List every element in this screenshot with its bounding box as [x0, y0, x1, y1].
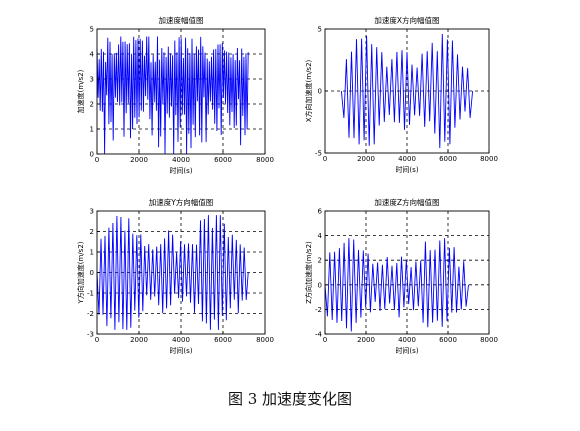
x-tick-label: 6000: [439, 336, 457, 344]
y-tick-label: -1: [87, 290, 94, 298]
data-series-line-1: [324, 238, 469, 332]
x-tick-label: 6000: [439, 155, 457, 163]
x-tick-label: 0: [95, 156, 99, 164]
x-tick-label: 4000: [398, 336, 416, 344]
y-tick-label: 0: [90, 269, 94, 277]
chart-panel-3: 0 2000 4000 6000 8000 -3 -2 -1 0 1 2 3 加速度Y方向幅值图时间(s…: [76, 197, 274, 355]
y-axis-label: 加速度(m/s2): [76, 69, 85, 113]
y-tick-label: 2: [90, 228, 94, 236]
y-tick-label: 0: [90, 151, 94, 159]
x-tick-label: 8000: [480, 155, 498, 163]
y-tick-label: -3: [87, 331, 94, 339]
y-tick-label: 2: [90, 101, 94, 109]
y-tick-label: 6: [318, 208, 323, 216]
chart-title: 加速度X方向幅值图: [374, 15, 439, 25]
y-tick-label: 4: [90, 51, 95, 59]
x-tick-label: 0: [95, 336, 99, 344]
y-tick-label: -5: [315, 150, 322, 158]
x-axis-label: 时间(s): [395, 165, 418, 174]
x-tick-label: 2000: [357, 336, 375, 344]
data-series-line-1: [96, 215, 249, 330]
chart-title: 加速度Z方向幅值图: [374, 197, 439, 207]
y-tick-label: -4: [315, 331, 323, 339]
y-axis-label: Z方向加速度(m/s2): [304, 241, 313, 304]
x-axis-label: 时间(s): [395, 346, 418, 355]
y-tick-label: 5: [90, 26, 94, 34]
x-tick-label: 4000: [172, 336, 190, 344]
x-axis-label: 时间(s): [169, 166, 192, 175]
y-tick-label: -2: [87, 310, 94, 318]
data-series-line-1: [96, 36, 249, 155]
x-tick-label: 8000: [480, 336, 498, 344]
x-tick-label: 8000: [256, 336, 274, 344]
y-tick-label: 2: [318, 257, 322, 265]
x-tick-label: 2000: [130, 336, 148, 344]
x-tick-label: 2000: [130, 156, 148, 164]
x-tick-label: 8000: [256, 156, 274, 164]
y-tick-label: 1: [90, 126, 94, 134]
x-tick-label: 4000: [398, 155, 416, 163]
y-tick-label: 5: [318, 26, 322, 34]
x-tick-label: 0: [323, 155, 327, 163]
y-tick-label: 3: [90, 208, 94, 216]
y-axis-label: Y方向加速度(m/s2): [76, 241, 85, 304]
figure-caption: 图 3 加速度变化图: [227, 390, 353, 408]
chart-panel-2: 0 2000 4000 6000 8000-505加速度X方向幅值图时间(s)X方向加速…: [304, 15, 498, 174]
y-tick-label: 1: [90, 249, 94, 257]
x-tick-label: 6000: [214, 156, 232, 164]
y-axis-label: X方向加速度(m/s2): [304, 59, 313, 122]
x-tick-label: 2000: [357, 155, 375, 163]
y-tick-label: 4: [318, 232, 323, 240]
chart-title: 加速度幅值图: [159, 15, 204, 25]
y-tick-label: 3: [90, 76, 94, 84]
chart-title: 加速度Y方向幅值图: [149, 197, 214, 207]
data-series-line-1: [340, 33, 474, 149]
x-tick-label: 6000: [214, 336, 232, 344]
y-tick-label: -2: [315, 306, 322, 314]
y-tick-label: 0: [318, 88, 322, 96]
x-tick-label: 0: [323, 336, 327, 344]
y-tick-label: 0: [318, 281, 322, 289]
x-axis-label: 时间(s): [169, 346, 192, 355]
x-tick-label: 4000: [172, 156, 190, 164]
